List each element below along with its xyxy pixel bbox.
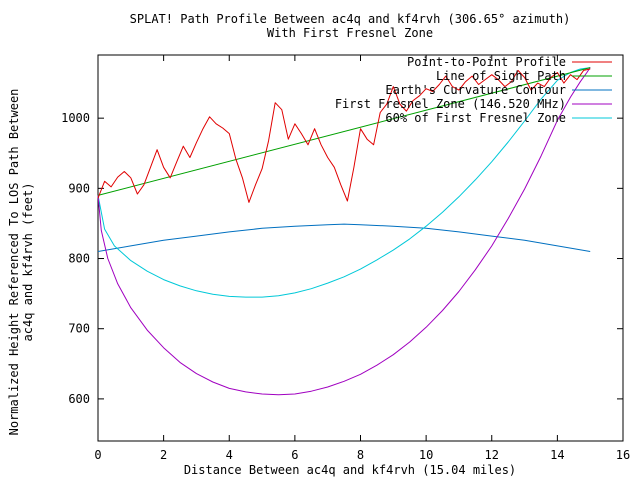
x-tick-label: 12 — [485, 448, 499, 462]
legend-label: Earth's Curvature Contour — [385, 83, 566, 97]
legend-label: 60% of First Fresnel Zone — [385, 111, 566, 125]
series-line-point-to-point-profile — [97, 68, 591, 203]
legend-label: First Fresnel Zone (146.520 MHz) — [335, 97, 566, 111]
series-line-60-of-first-fresnel-zone — [97, 67, 591, 298]
y-tick-label: 800 — [68, 252, 90, 266]
y-tick-label: 600 — [68, 392, 90, 406]
x-tick-label: 10 — [419, 448, 433, 462]
series-line-first-fresnel-zone-146-520-mhz — [97, 67, 591, 396]
axis-ticks: 0 2 4 6 8 10 12 14 16 600 700 800 900 1000 — [61, 55, 630, 462]
y-tick-label: 1000 — [61, 111, 90, 125]
x-tick-label: 16 — [616, 448, 630, 462]
legend-label: Line of Sight Path — [436, 69, 566, 83]
x-tick-label: 8 — [357, 448, 364, 462]
y-axis-label: Normalized Height Referenced To LOS Path… — [7, 89, 35, 436]
y-axis-label-line1: Normalized Height Referenced To LOS Path… — [7, 89, 21, 436]
series-layer — [97, 67, 591, 396]
series-line-earth-s-curvature-contour — [97, 223, 591, 252]
x-tick-label: 2 — [160, 448, 167, 462]
x-axis-label: Distance Between ac4q and kf4rvh (15.04 … — [184, 463, 516, 477]
x-tick-label: 14 — [550, 448, 564, 462]
chart-title: SPLAT! Path Profile Between ac4q and kf4… — [130, 12, 571, 26]
x-tick-label: 0 — [94, 448, 101, 462]
y-tick-label: 900 — [68, 181, 90, 195]
y-tick-label: 700 — [68, 322, 90, 336]
x-tick-label: 6 — [291, 448, 298, 462]
series-line-line-of-sight-path — [97, 67, 591, 196]
x-tick-label: 4 — [226, 448, 233, 462]
y-axis-label-line2: ac4q and kf4rvh (feet) — [21, 183, 35, 342]
chart-subtitle: With First Fresnel Zone — [267, 26, 433, 40]
legend-label: Point-to-Point Profile — [407, 55, 566, 69]
